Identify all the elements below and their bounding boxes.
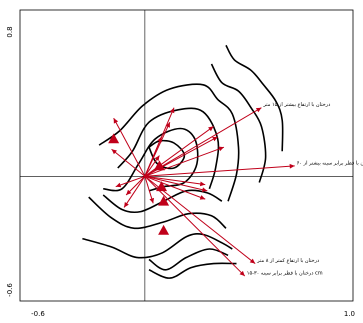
contour-line — [148, 262, 237, 279]
arrow-head — [201, 187, 208, 193]
arrow-vector — [144, 175, 208, 192]
arrow-head — [126, 189, 132, 195]
arrow-head — [169, 107, 175, 114]
arrow-vector — [113, 117, 146, 177]
contour-line — [117, 107, 220, 190]
centroid-marker — [158, 195, 170, 206]
arrow-head — [199, 195, 206, 200]
y-tick-min: -0.6 — [6, 283, 14, 297]
arrow-head — [154, 155, 160, 161]
arrow-head — [113, 118, 119, 124]
contour-line — [98, 83, 240, 202]
y-tick-max: 0.8 — [6, 26, 14, 37]
arrow-vector — [144, 146, 225, 177]
arrow-head — [239, 270, 245, 277]
arrow-label: درختان با ارتفاع بیشتر از ۱۵ متر — [262, 102, 330, 108]
x-tick-min: -0.6 — [31, 310, 45, 318]
arrow-vector — [115, 175, 146, 188]
contour-line — [210, 63, 267, 183]
arrow-head — [157, 136, 162, 143]
arrow-label: درختان با قطر برابر سینه بیشتر از ۶۰ cm — [297, 160, 363, 166]
arrow-head — [199, 181, 206, 187]
centroid-marker — [108, 133, 120, 144]
plot-frame — [19, 9, 354, 302]
arrow-vector — [144, 165, 295, 177]
arrow-head — [165, 122, 170, 128]
contour-line — [82, 233, 233, 259]
arrow-vector — [123, 176, 146, 208]
centroid-markers — [108, 133, 170, 235]
arrow-head — [249, 258, 256, 264]
centroid-marker — [153, 160, 165, 171]
arrow-label: درختان با ارتفاع کمتر از ۸ متر — [256, 258, 319, 264]
arrow-vector — [111, 148, 146, 177]
arrow-head — [255, 107, 262, 113]
arrow-head — [124, 201, 129, 208]
arrow-head — [289, 163, 295, 169]
arrow-label: درختان با قطر برابر سینه ۳۰-۱۵ cm — [247, 271, 323, 277]
arrow-head — [212, 136, 218, 142]
centroid-marker — [158, 224, 170, 235]
arrow-head — [115, 182, 122, 188]
arrow-head — [111, 149, 117, 155]
arrow-head — [218, 146, 224, 152]
arrow-vector — [144, 136, 162, 177]
contour-line — [148, 248, 229, 271]
contour-line — [103, 127, 199, 192]
arrow-head — [149, 197, 155, 204]
arrow-vector — [144, 175, 246, 277]
arrow-vector — [144, 175, 206, 200]
x-tick-max: 1.0 — [344, 310, 355, 318]
contour-line — [88, 196, 227, 230]
arrow-labels: درختان با ارتفاع بیشتر از ۱۵ متر درختان ب… — [247, 102, 363, 276]
contour-line — [225, 44, 284, 152]
arrow-vector — [144, 175, 206, 186]
centroid-marker — [156, 181, 168, 192]
arrow-head — [208, 126, 214, 132]
arrow-vector — [144, 107, 262, 177]
